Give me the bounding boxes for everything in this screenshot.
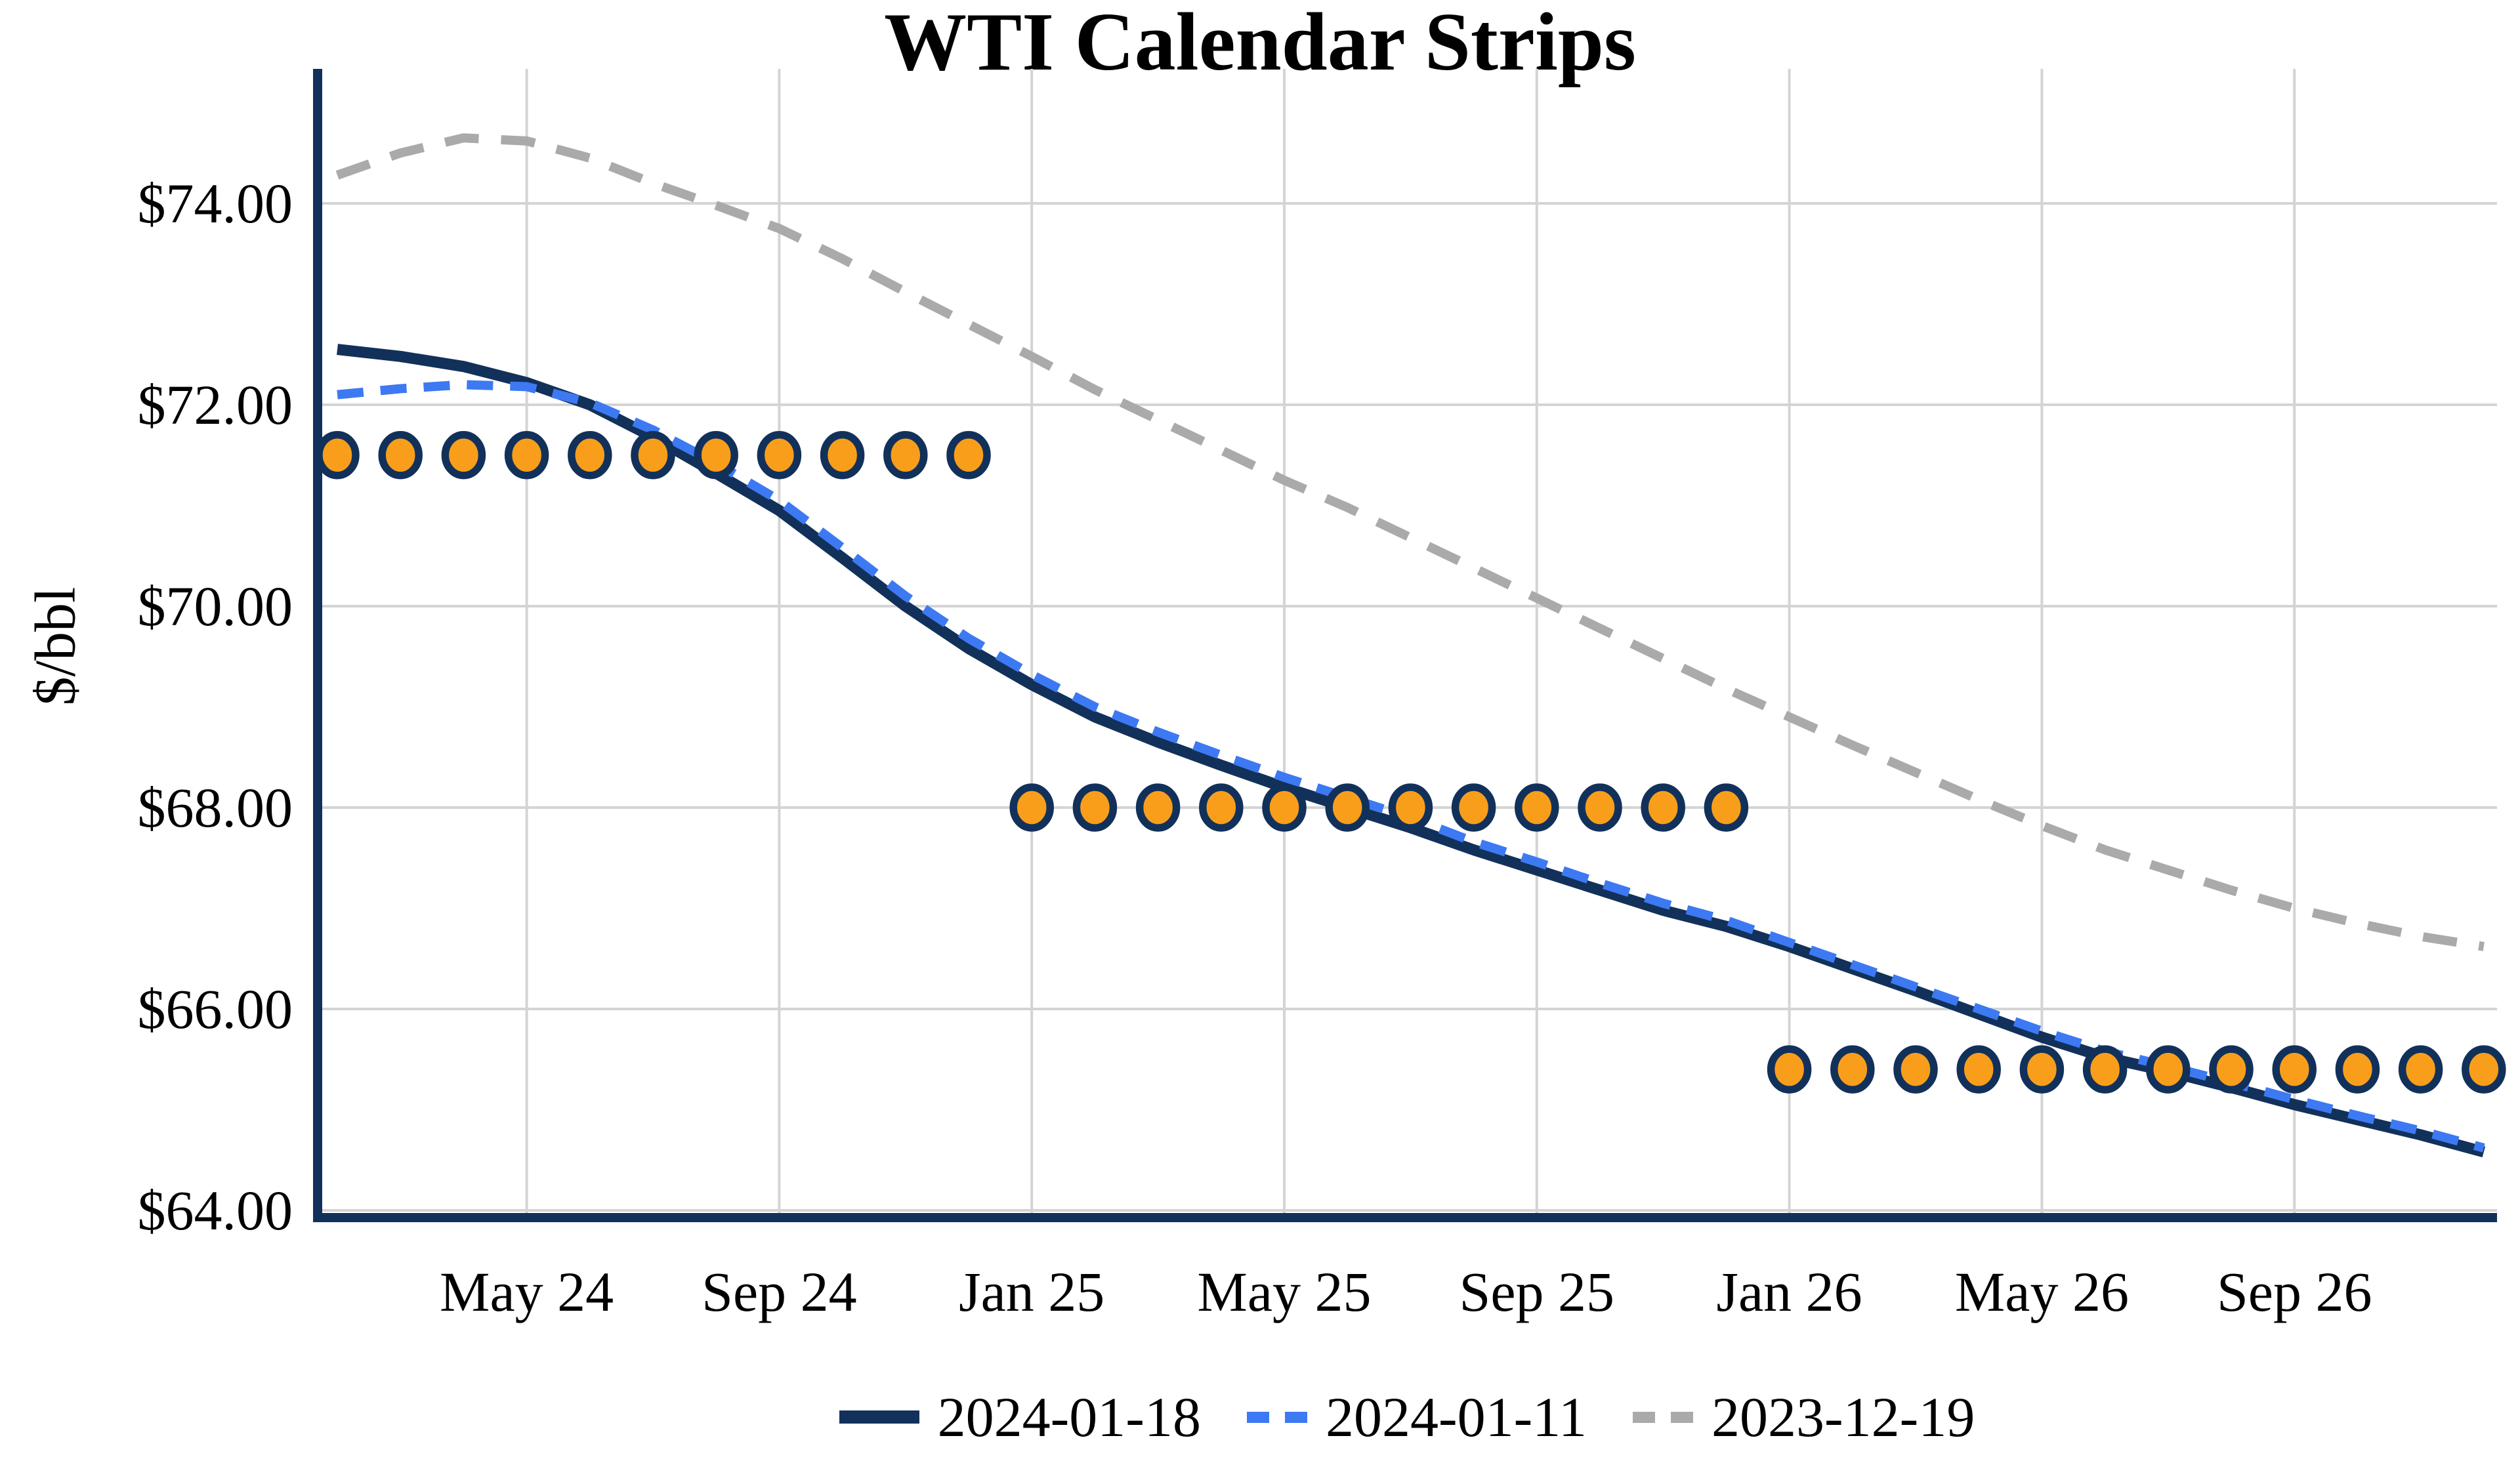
strip-marker-dot bbox=[694, 431, 738, 480]
strip-marker-dot bbox=[2462, 1045, 2506, 1094]
x-tick-label: Jan 26 bbox=[1717, 1260, 1862, 1323]
strip-marker-dot bbox=[631, 431, 675, 480]
solid-line-swatch-icon bbox=[839, 1410, 919, 1424]
strip-marker-dot bbox=[1135, 783, 1181, 832]
legend-label: 2024-01-18 bbox=[937, 1386, 1201, 1449]
strip-marker-dot bbox=[2335, 1045, 2380, 1094]
strip-marker-dot bbox=[1325, 783, 1370, 832]
strip-marker-dot bbox=[1956, 1045, 2001, 1094]
x-tick-label: Sep 25 bbox=[1460, 1260, 1615, 1323]
strip-marker-dot bbox=[2272, 1045, 2317, 1094]
series-line-2023-12-19 bbox=[335, 133, 2485, 951]
strip-marker-dot bbox=[757, 431, 802, 480]
strip-marker-dot bbox=[1830, 1045, 1875, 1094]
chart-title: WTI Calendar Strips bbox=[884, 0, 1636, 88]
strip-marker-dot bbox=[1578, 783, 1622, 832]
x-tick-label: May 26 bbox=[1955, 1260, 2129, 1323]
legend-item: 2024-01-11 bbox=[1246, 1384, 1587, 1450]
y-tick-label: $74.00 bbox=[138, 172, 293, 235]
x-tick-label: Sep 24 bbox=[702, 1260, 857, 1323]
x-tick-label: Sep 26 bbox=[2217, 1260, 2372, 1323]
y-tick-label: $68.00 bbox=[138, 776, 293, 839]
strip-marker-dot bbox=[1262, 783, 1307, 832]
y-tick-label: $72.00 bbox=[138, 373, 293, 436]
strip-marker-dot bbox=[1388, 783, 1433, 832]
strip-marker-dot bbox=[568, 431, 612, 480]
strip-marker-dot bbox=[378, 431, 423, 480]
strip-marker-dot bbox=[2082, 1045, 2128, 1094]
strip-marker-dot bbox=[1009, 783, 1054, 832]
strip-marker-dot bbox=[504, 431, 549, 480]
strip-marker-dot bbox=[2019, 1045, 2065, 1094]
strip-marker-dot bbox=[1199, 783, 1244, 832]
strip-marker-dot bbox=[883, 431, 928, 480]
legend-item: 2023-12-19 bbox=[1633, 1384, 1975, 1450]
strip-marker-dot bbox=[1641, 783, 1685, 832]
legend: 2024-01-18 2024-01-11 2023-12-19 bbox=[318, 1371, 2496, 1463]
x-tick-label: Jan 25 bbox=[959, 1260, 1104, 1323]
y-tick-label: $64.00 bbox=[138, 1179, 293, 1242]
series-line-2024-01-11 bbox=[337, 380, 2485, 1153]
strip-marker-dot bbox=[1767, 1045, 1812, 1094]
x-tick-label: May 24 bbox=[440, 1260, 614, 1323]
legend-label: 2024-01-11 bbox=[1325, 1386, 1587, 1449]
strip-marker-dot bbox=[1451, 783, 1496, 832]
strip-marker-dot bbox=[2398, 1045, 2443, 1094]
legend-label: 2023-12-19 bbox=[1712, 1386, 1975, 1449]
strip-marker-dot bbox=[1893, 1045, 1938, 1094]
strip-marker-dot bbox=[1704, 783, 1749, 832]
strip-marker-dot bbox=[946, 431, 991, 480]
strip-marker-dot bbox=[1515, 783, 1559, 832]
dashed-line-swatch-icon bbox=[1246, 1411, 1307, 1423]
strip-marker-dot bbox=[820, 431, 865, 480]
strip-marker-dot bbox=[1072, 783, 1118, 832]
y-tick-label: $66.00 bbox=[138, 977, 293, 1040]
legend-item: 2024-01-18 bbox=[839, 1384, 1201, 1450]
strip-marker-dot bbox=[2146, 1045, 2191, 1094]
y-tick-label: $70.00 bbox=[138, 575, 293, 638]
strip-marker-dot bbox=[315, 431, 360, 480]
x-tick-label: May 25 bbox=[1197, 1260, 1371, 1323]
strip-marker-dot bbox=[2209, 1045, 2254, 1094]
strip-marker-dot bbox=[441, 431, 486, 480]
dashed-line-swatch-icon bbox=[1633, 1411, 1694, 1423]
